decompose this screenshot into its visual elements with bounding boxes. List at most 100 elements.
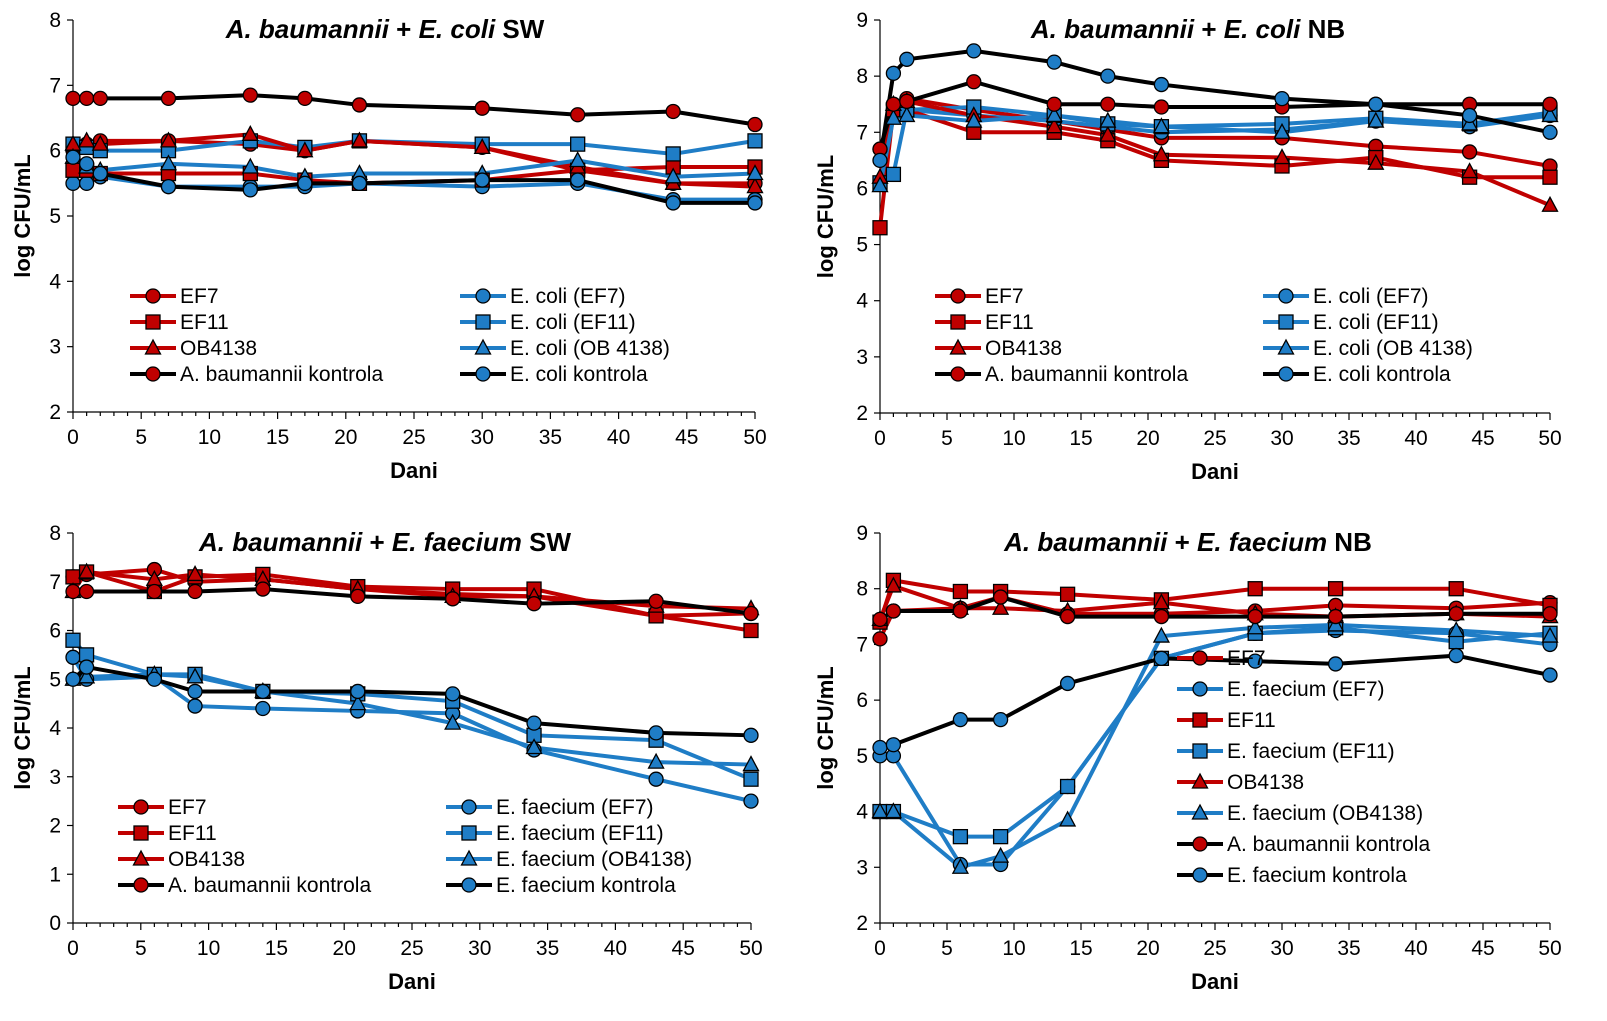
x-tick-label: 45 bbox=[1471, 427, 1494, 450]
data-point-a-baumannii-kontrola bbox=[1543, 607, 1557, 621]
y-axis-title: log CFU/mL bbox=[10, 154, 35, 277]
data-point-e-faecium-kontrola bbox=[1329, 657, 1343, 671]
x-tick-label: 0 bbox=[67, 426, 79, 449]
data-point-a-baumannii-kontrola bbox=[1449, 607, 1463, 621]
data-point-e-faecium-ef11 bbox=[1061, 780, 1075, 794]
legend-marker bbox=[146, 289, 160, 303]
data-point-ef11 bbox=[744, 624, 758, 638]
data-point-e-coli-kontrola bbox=[886, 66, 900, 80]
x-tick-label: 50 bbox=[743, 426, 766, 449]
data-point-e-coli-kontrola bbox=[298, 176, 312, 190]
legend-marker bbox=[1193, 868, 1207, 882]
data-point-a-baumannii-kontrola bbox=[80, 585, 94, 599]
data-point-e-faecium-ef7 bbox=[256, 702, 270, 716]
data-point-a-baumannii-kontrola bbox=[1543, 97, 1557, 111]
x-tick-label: 35 bbox=[539, 426, 562, 449]
y-tick-label: 2 bbox=[49, 401, 61, 424]
legend-marker bbox=[1193, 744, 1207, 758]
y-tick-label: 1 bbox=[49, 863, 61, 886]
x-tick-label: 15 bbox=[1069, 937, 1092, 960]
y-tick-label: 7 bbox=[856, 121, 868, 144]
x-tick-label: 0 bbox=[874, 427, 886, 450]
data-point-a-baumannii-kontrola bbox=[666, 104, 680, 118]
legend-label: E. faecium kontrola bbox=[1227, 864, 1407, 887]
data-point-e-faecium-ef7 bbox=[66, 650, 80, 664]
data-point-a-baumannii-kontrola bbox=[1154, 100, 1168, 114]
legend-label: E. coli (OB 4138) bbox=[510, 337, 670, 360]
legend-label: A. baumannii kontrola bbox=[180, 363, 383, 386]
legend-marker bbox=[951, 367, 965, 381]
chart-title: A. baumannii + E. faecium SW bbox=[198, 527, 572, 557]
data-point-a-baumannii-kontrola bbox=[256, 582, 270, 596]
x-tick-label: 0 bbox=[67, 937, 79, 960]
legend-marker bbox=[146, 315, 160, 329]
legend-marker bbox=[462, 826, 476, 840]
legend-marker bbox=[462, 800, 476, 814]
x-tick-label: 20 bbox=[333, 937, 356, 960]
data-point-e-faecium-ef11 bbox=[994, 830, 1008, 844]
data-point-a-baumannii-kontrola bbox=[873, 612, 887, 626]
data-point-a-baumannii-kontrola bbox=[66, 585, 80, 599]
series-line-e-faecium-kontrola bbox=[880, 656, 1550, 748]
legend-marker bbox=[951, 315, 965, 329]
data-point-a-baumannii-kontrola bbox=[649, 594, 663, 608]
data-point-a-baumannii-kontrola bbox=[243, 88, 257, 102]
legend-marker bbox=[462, 878, 476, 892]
legend-marker bbox=[134, 878, 148, 892]
x-tick-label: 10 bbox=[1002, 427, 1025, 450]
y-tick-label: 3 bbox=[856, 856, 868, 879]
legend-label: EF7 bbox=[180, 285, 219, 308]
data-point-a-baumannii-kontrola bbox=[994, 590, 1008, 604]
y-tick-label: 8 bbox=[49, 9, 61, 32]
y-tick-label: 5 bbox=[49, 668, 61, 691]
x-tick-label: 15 bbox=[1069, 427, 1092, 450]
data-point-e-coli-kontrola bbox=[1154, 78, 1168, 92]
data-point-ef11 bbox=[66, 570, 80, 584]
legend-marker bbox=[1279, 289, 1293, 303]
data-point-e-coli-ef7 bbox=[66, 176, 80, 190]
series-line-e-faecium-ob4138 bbox=[73, 674, 751, 764]
data-point-ef11 bbox=[66, 163, 80, 177]
data-point-e-faecium-ef11 bbox=[66, 633, 80, 647]
legend-marker bbox=[1193, 837, 1207, 851]
y-tick-label: 6 bbox=[49, 620, 61, 643]
data-point-e-coli-kontrola bbox=[873, 153, 887, 167]
data-point-a-baumannii-kontrola bbox=[1061, 610, 1075, 624]
data-point-e-coli-kontrola bbox=[1275, 92, 1289, 106]
data-point-e-faecium-kontrola bbox=[256, 684, 270, 698]
data-point-e-faecium-kontrola bbox=[80, 660, 94, 674]
data-point-e-coli-kontrola bbox=[571, 173, 585, 187]
y-tick-label: 3 bbox=[49, 336, 61, 359]
data-point-a-baumannii-kontrola bbox=[93, 91, 107, 105]
data-point-a-baumannii-kontrola bbox=[80, 91, 94, 105]
data-point-a-baumannii-kontrola bbox=[953, 604, 967, 618]
chart-panel-efaecium-sw: A. baumannii + E. faecium SW 0 1 2 3 4 5 6 7 8 0 5 1… bbox=[0, 505, 803, 1021]
data-point-e-coli-ef11 bbox=[748, 134, 762, 148]
y-tick-label: 2 bbox=[856, 402, 868, 425]
x-tick-label: 40 bbox=[604, 937, 627, 960]
x-tick-label: 40 bbox=[1404, 937, 1427, 960]
data-point-e-faecium-kontrola bbox=[351, 684, 365, 698]
data-point-e-faecium-kontrola bbox=[1449, 649, 1463, 663]
legend-label: E. coli kontrola bbox=[1313, 363, 1451, 386]
legend-marker bbox=[146, 367, 160, 381]
x-axis-title: Dani bbox=[1191, 459, 1239, 484]
y-tick-label: 9 bbox=[856, 9, 868, 32]
legend-label: A. baumannii kontrola bbox=[1227, 833, 1430, 856]
data-point-a-baumannii-kontrola bbox=[527, 597, 541, 611]
x-tick-label: 45 bbox=[1471, 937, 1494, 960]
data-point-ef11 bbox=[873, 221, 887, 235]
data-point-a-baumannii-kontrola bbox=[161, 91, 175, 105]
legend: EF7EF11OB4138A. baumannii kontrolaE. fae… bbox=[118, 796, 692, 897]
x-tick-label: 35 bbox=[1337, 937, 1360, 960]
data-point-e-faecium-kontrola bbox=[744, 728, 758, 742]
chart-panel-efaecium-nb: A. baumannii + E. faecium NB 2 3 4 5 6 7 8 9 0 5 10… bbox=[803, 505, 1607, 1021]
y-tick-label: 0 bbox=[49, 912, 61, 935]
data-point-e-faecium-kontrola bbox=[886, 738, 900, 752]
x-tick-label: 20 bbox=[334, 426, 357, 449]
legend-label: E. coli (EF11) bbox=[510, 311, 636, 334]
data-point-ef11 bbox=[1543, 170, 1557, 184]
data-point-e-faecium-kontrola bbox=[1543, 668, 1557, 682]
data-point-e-coli-ef11 bbox=[886, 167, 900, 181]
